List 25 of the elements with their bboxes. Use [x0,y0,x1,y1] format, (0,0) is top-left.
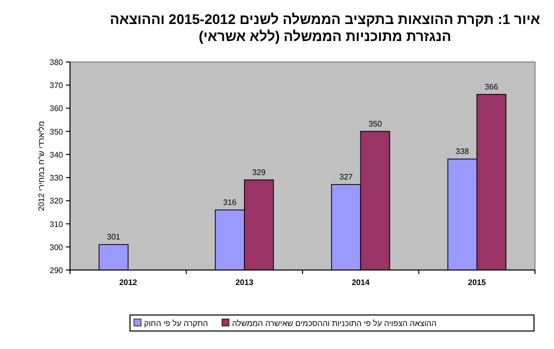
legend-label: התקרה על פי החוק [144,319,208,328]
data-label: 327 [339,172,354,182]
y-tick-label: 340 [50,150,64,160]
y-tick-label: 320 [50,196,64,206]
y-tick-label: 300 [50,242,64,252]
y-tick-label: 380 [50,58,64,67]
x-tick-label: 2015 [468,278,486,287]
y-tick-label: 370 [50,81,64,90]
x-tick-label: 2014 [352,278,370,287]
data-label: 316 [223,198,238,207]
data-label: 366 [484,82,499,92]
data-label: 350 [368,119,382,128]
y-tick-label: 350 [50,127,64,136]
x-tick-label: 2012 [119,278,138,287]
data-label: 338 [456,147,470,156]
legend-label: ההוצאה הצפויה על פי התוכניות וההסכמים שאישרה הממשלה [232,319,436,328]
y-tick-label: 310 [50,220,64,229]
y-axis-title: מליארדי ש"ח במחירי 2012 [37,121,46,211]
x-tick-label: 2013 [235,278,254,287]
data-label: 329 [252,168,266,177]
y-tick-label: 360 [50,104,64,114]
data-label: 301 [106,232,121,242]
y-tick-label: 330 [50,174,64,183]
y-tick-label: 290 [50,266,64,275]
chart-title: איור 1: תקרת ההוצאות בתקציב הממשלה לשנים 2015-2012 וההוצאה הנגזרת מתוכניות הממשלה (ללא אשראי) [110,11,541,44]
